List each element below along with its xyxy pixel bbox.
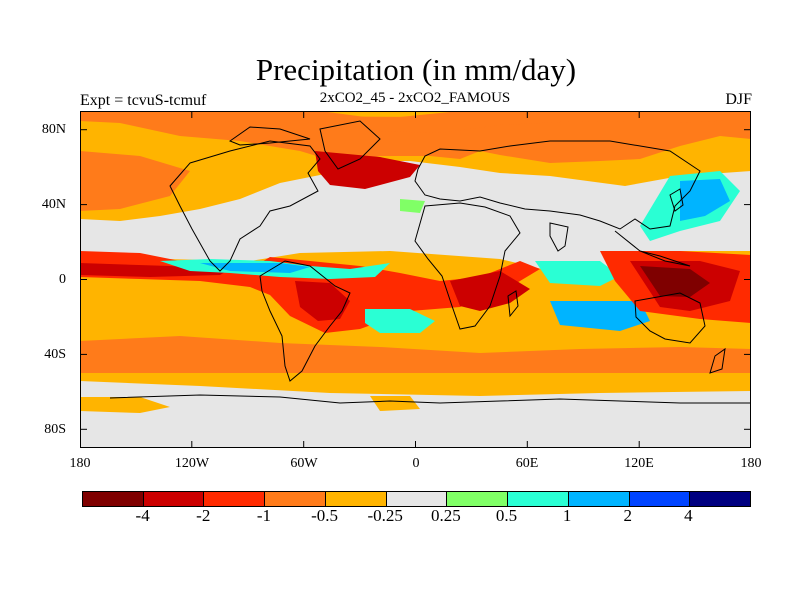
lat-label-80n: 80N xyxy=(41,122,66,137)
experiment-label: Expt = tcvuS-tcmuf xyxy=(80,92,207,109)
lat-label-40n: 40N xyxy=(41,197,66,212)
antarctic-neutral xyxy=(80,381,751,448)
dark-orange-band-north xyxy=(80,115,751,163)
anomaly-fields xyxy=(80,111,751,448)
colorbar-swatch xyxy=(508,492,569,506)
colorbar-swatch xyxy=(386,492,448,506)
west-pacific-core-deficit xyxy=(640,266,710,297)
equatorial-pacific-deficit xyxy=(80,263,230,277)
colorbar-label: -1 xyxy=(256,506,271,525)
eurasia-coast xyxy=(414,140,701,230)
arctic-deficit xyxy=(80,111,751,133)
colorbar-swatch xyxy=(325,492,387,506)
africa-coast xyxy=(414,202,521,330)
map-title: Precipitation (in mm/day) xyxy=(255,52,577,87)
greenland-coast xyxy=(319,120,381,170)
south-atlantic-wet xyxy=(365,309,435,333)
experiment-subtitle: 2xCO2_45 - 2xCO2_FAMOUS xyxy=(319,90,511,106)
colorbar-label: 1 xyxy=(562,506,572,525)
colorbar-label: -2 xyxy=(196,506,211,525)
colorbar-label: 4 xyxy=(684,506,693,525)
antarctica-coast xyxy=(109,394,751,404)
canadian-archipelago-coast xyxy=(228,126,311,146)
lon-label-180-east: 180 xyxy=(740,456,762,471)
colorbar-label: -0.25 xyxy=(367,506,403,525)
map-border xyxy=(80,111,751,448)
lon-label-0: 0 xyxy=(412,456,420,471)
colorbar xyxy=(82,491,751,507)
colorbar-swatch xyxy=(629,492,691,506)
colorbar-label: -4 xyxy=(135,506,150,525)
colorbar-swatch xyxy=(143,492,205,506)
colorbar-swatch xyxy=(83,492,144,506)
south-america-coast xyxy=(259,260,351,382)
colorbar-label: 0.25 xyxy=(430,506,461,525)
north-west-pacific-wet-core xyxy=(680,179,730,221)
colorbar-label: 0.5 xyxy=(495,506,518,525)
indian-ocean-wet xyxy=(535,261,620,286)
colorbar-swatch xyxy=(690,492,751,506)
lon-label-60w: 60W xyxy=(290,456,318,471)
colorbar-swatch xyxy=(447,492,509,506)
longitude-ticks xyxy=(80,111,640,448)
map-canvas xyxy=(80,111,751,448)
colorbar-swatch xyxy=(204,492,266,506)
colorbar-label: -0.5 xyxy=(311,506,338,525)
india-coast xyxy=(549,222,569,252)
lon-label-120w: 120W xyxy=(174,456,210,471)
lat-label-40s: 40S xyxy=(44,347,66,362)
lat-label-0: 0 xyxy=(59,272,66,287)
australia-coast xyxy=(634,292,706,344)
lon-label-120e: 120E xyxy=(624,456,654,471)
equatorial-wet-core xyxy=(200,263,310,273)
lat-label-80s: 80S xyxy=(44,422,66,437)
maritime-continent-coast xyxy=(614,230,691,267)
season-label: DJF xyxy=(725,91,752,108)
japan-coast xyxy=(669,188,684,212)
precipitation-map xyxy=(80,111,751,448)
new-zealand-coast xyxy=(709,347,726,374)
lon-label-60e: 60E xyxy=(515,456,539,471)
southern-indian-wet xyxy=(550,301,650,331)
southern-ocean-deficit xyxy=(80,336,751,373)
latitude-ticks xyxy=(80,129,751,430)
coastlines xyxy=(109,120,751,404)
colorbar-swatch xyxy=(568,492,630,506)
colorbar-swatch xyxy=(265,492,326,506)
africa-core-deficit xyxy=(450,271,530,311)
north-atlantic-wet-patch xyxy=(400,199,425,213)
colorbar-label: 2 xyxy=(623,506,632,525)
north-pacific-deficit xyxy=(80,151,190,211)
lon-label-180-west: 180 xyxy=(69,456,91,471)
north-america-coast xyxy=(169,140,321,272)
south-america-core-deficit xyxy=(295,281,350,321)
north-atlantic-deficit xyxy=(315,151,420,189)
antarctic-patch-center xyxy=(370,396,420,411)
antarctic-patch-west xyxy=(80,397,170,413)
madagascar-coast xyxy=(507,290,519,318)
